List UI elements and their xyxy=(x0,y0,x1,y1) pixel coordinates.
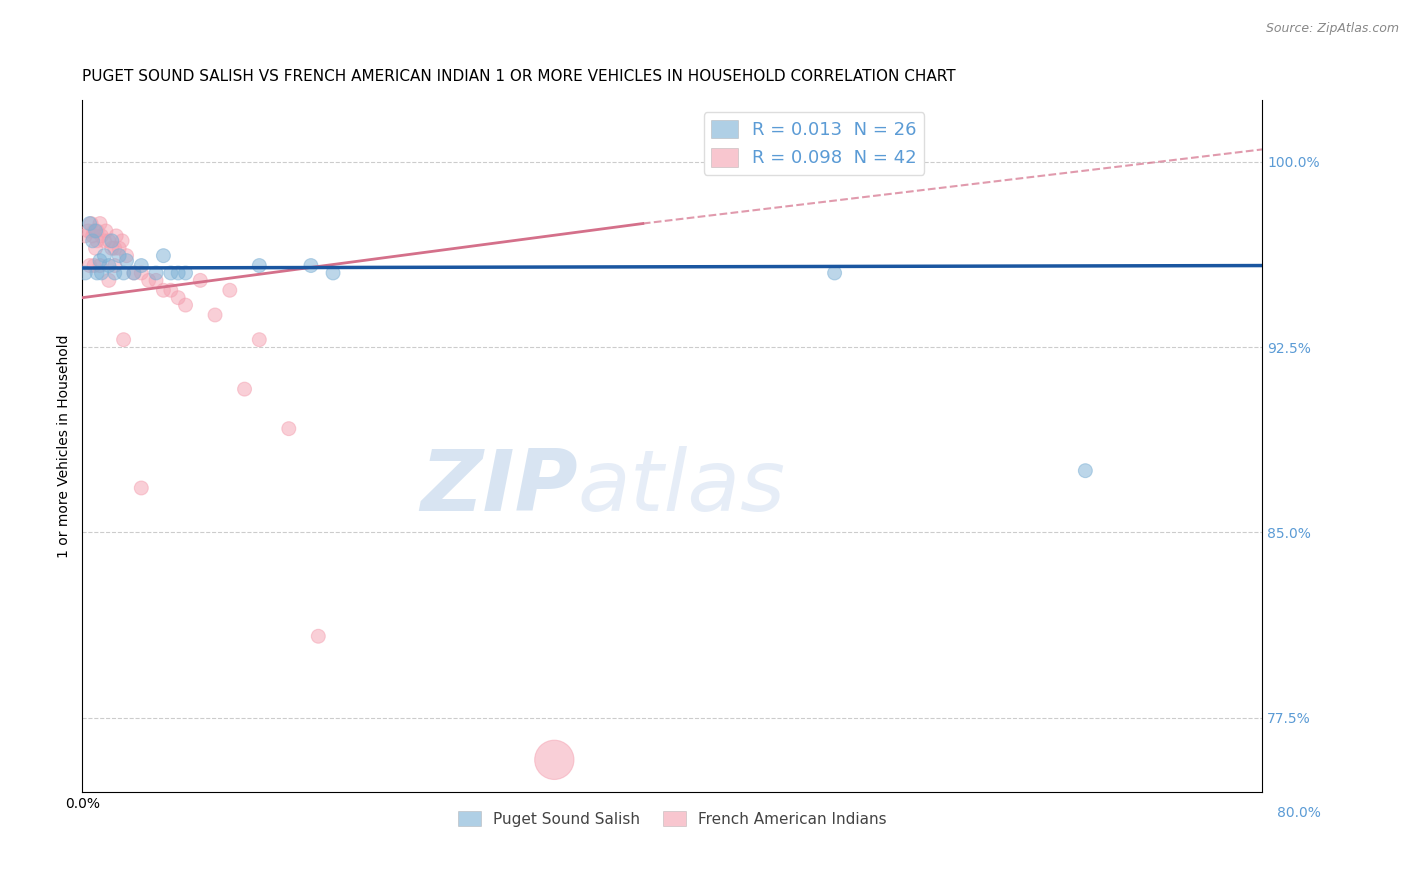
Point xyxy=(104,241,127,255)
Text: PUGET SOUND SALISH VS FRENCH AMERICAN INDIAN 1 OR MORE VEHICLES IN HOUSEHOLD COR: PUGET SOUND SALISH VS FRENCH AMERICAN IN… xyxy=(83,69,956,84)
Point xyxy=(90,266,112,280)
Point xyxy=(167,291,190,305)
Point xyxy=(218,283,240,297)
Point xyxy=(188,273,211,287)
Point xyxy=(247,259,270,273)
Point xyxy=(111,234,134,248)
Point xyxy=(129,259,152,273)
Point xyxy=(138,273,160,287)
Text: ZIP: ZIP xyxy=(420,446,578,529)
Point xyxy=(115,253,138,268)
Point xyxy=(277,422,299,436)
Point xyxy=(108,241,131,255)
Point xyxy=(115,249,138,263)
Legend: Puget Sound Salish, French American Indians: Puget Sound Salish, French American Indi… xyxy=(451,805,893,833)
Point xyxy=(86,266,108,280)
Point xyxy=(93,249,115,263)
Point xyxy=(80,217,103,231)
Point xyxy=(97,234,120,248)
Text: atlas: atlas xyxy=(578,446,786,529)
Point xyxy=(129,481,152,495)
Point xyxy=(97,259,120,273)
Point xyxy=(105,228,128,243)
Point xyxy=(174,266,197,280)
Point xyxy=(129,266,152,280)
Point xyxy=(82,234,104,248)
Point xyxy=(174,298,197,312)
Point xyxy=(167,266,190,280)
Point xyxy=(104,266,127,280)
Point xyxy=(1074,464,1097,478)
Point xyxy=(89,259,111,273)
Point xyxy=(112,333,135,347)
Point xyxy=(89,253,111,268)
Point xyxy=(75,266,97,280)
Point xyxy=(75,228,97,243)
Point xyxy=(824,266,846,280)
Point xyxy=(101,241,124,255)
Point xyxy=(204,308,226,322)
Point xyxy=(79,259,101,273)
Point xyxy=(86,234,108,248)
Point xyxy=(152,283,174,297)
Point xyxy=(159,266,181,280)
Point xyxy=(101,234,124,248)
Point xyxy=(84,224,107,238)
Point xyxy=(112,266,135,280)
Point xyxy=(307,629,329,643)
Point xyxy=(104,259,127,273)
Text: Source: ZipAtlas.com: Source: ZipAtlas.com xyxy=(1265,22,1399,36)
Point xyxy=(86,224,108,238)
Point xyxy=(93,234,115,248)
Point xyxy=(159,283,181,297)
Point xyxy=(94,224,117,238)
Point xyxy=(97,273,120,287)
Point xyxy=(233,382,256,396)
Point xyxy=(322,266,344,280)
Point xyxy=(79,217,101,231)
Point xyxy=(89,217,111,231)
Point xyxy=(299,259,322,273)
Point xyxy=(82,228,104,243)
Point xyxy=(122,266,145,280)
Point xyxy=(108,249,131,263)
Point xyxy=(152,249,174,263)
Point xyxy=(77,224,100,238)
Point xyxy=(247,333,270,347)
Text: 80.0%: 80.0% xyxy=(1277,806,1320,820)
Point xyxy=(122,266,145,280)
Point xyxy=(90,228,112,243)
Point xyxy=(543,753,565,767)
Point xyxy=(145,266,167,280)
Point xyxy=(83,259,105,273)
Point xyxy=(84,241,107,255)
Y-axis label: 1 or more Vehicles in Household: 1 or more Vehicles in Household xyxy=(58,334,72,558)
Point xyxy=(83,224,105,238)
Point xyxy=(145,273,167,287)
